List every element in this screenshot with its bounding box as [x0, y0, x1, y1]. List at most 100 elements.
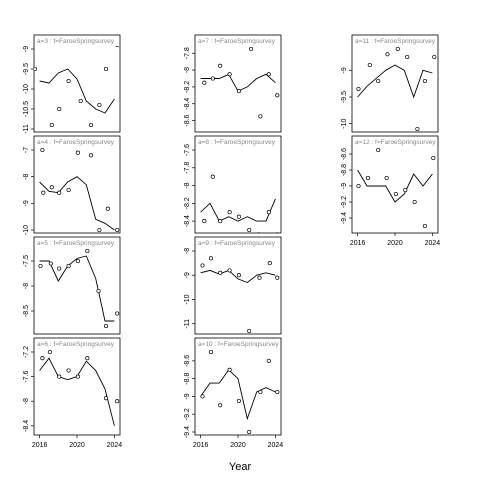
panel-strip-label: a=6 : f=FaroeSpringsurvey	[37, 341, 115, 348]
fitted-line	[200, 269, 276, 284]
panel-frame	[33, 135, 121, 234]
panel-strip-label: a=9 : f=FaroeSpringsurvey	[198, 240, 276, 247]
y-tick-label: -9	[23, 46, 30, 52]
observed-point	[40, 147, 45, 153]
observed-point	[266, 358, 271, 363]
observed-point	[275, 93, 280, 98]
observed-point	[405, 54, 410, 60]
observed-point	[66, 368, 71, 373]
observed-point	[266, 210, 271, 215]
observed-point	[115, 227, 120, 233]
y-tick-label: -7.8	[184, 47, 191, 59]
observed-point	[385, 52, 390, 57]
x-tick-label: 2024	[107, 442, 123, 449]
y-tick-label: -7.5	[23, 255, 30, 267]
x-tick-label: 2020	[387, 240, 403, 247]
observed-point	[236, 398, 241, 403]
observed-point	[227, 367, 232, 372]
observed-point	[236, 89, 241, 94]
observed-point	[227, 72, 232, 77]
observed-point	[412, 199, 417, 205]
panel-strip-label: a=7 : f=FaroeSpringsurvey	[198, 38, 276, 45]
panel-data-group	[200, 256, 280, 334]
y-tick-label: -9.4	[184, 426, 191, 438]
observed-point	[66, 187, 71, 193]
panel-strip-label: a=10 : f=FaroeSpringsurvey	[198, 341, 279, 348]
fitted-line	[39, 176, 115, 231]
observed-point	[38, 263, 43, 269]
y-tick-label: -8.4	[184, 215, 191, 227]
observed-point	[275, 232, 279, 233]
panel-data-group	[200, 46, 280, 119]
panel-7: a=9 : f=FaroeSpringsurvey -11 -10 -9 -8	[184, 236, 282, 335]
observed-point	[393, 191, 398, 197]
y-tick-label: -11	[23, 124, 30, 134]
panel-strip-label: a=3 : f=FaroeSpringsurvey	[37, 38, 115, 45]
y-tick-label: -8	[23, 283, 30, 289]
y-tick-label: -9.4	[341, 212, 348, 224]
observed-point	[376, 147, 381, 153]
observed-point	[210, 76, 215, 81]
y-tick-label: -8	[184, 248, 191, 254]
observed-point	[247, 328, 252, 334]
fitted-line	[39, 68, 115, 114]
y-tick-label: -9	[23, 200, 30, 206]
observed-point	[415, 126, 420, 132]
observed-point	[97, 440, 100, 443]
observed-point	[97, 102, 102, 108]
panel-frame	[33, 34, 121, 133]
y-tick-label: -8.6	[184, 114, 191, 126]
observed-point	[57, 374, 62, 379]
y-tick-label: -7.6	[184, 144, 191, 156]
panel-strip-label: a=5 : f=FaroeSpringsurvey	[37, 240, 115, 247]
observed-point	[258, 114, 263, 119]
observed-point	[218, 63, 223, 68]
y-tick-label: -8	[23, 398, 30, 404]
observed-point	[218, 270, 223, 275]
y-tick-label: -7.6	[23, 370, 30, 382]
panels-layer: a=3 : f=FaroeSpringsurvey -11 -10.5 -10 -9.5…	[23, 31, 440, 449]
observed-point	[431, 155, 436, 161]
observed-point	[57, 266, 62, 271]
observed-point	[356, 183, 361, 189]
observed-point	[247, 227, 252, 233]
observed-point	[42, 31, 45, 34]
y-tick-label: -8	[184, 67, 191, 73]
observed-point	[266, 72, 271, 77]
observed-point	[57, 190, 62, 195]
observed-point	[227, 210, 232, 215]
observed-point	[275, 389, 280, 395]
panel-data-group	[39, 349, 120, 443]
observed-point	[275, 275, 280, 280]
observed-point	[422, 223, 427, 229]
fitted-line	[200, 198, 276, 222]
x-tick-label: 2024	[268, 442, 284, 449]
observed-point	[66, 263, 71, 269]
observed-point	[395, 46, 400, 52]
observed-point	[200, 394, 205, 399]
panel-frame	[351, 135, 439, 234]
observed-point	[75, 374, 80, 379]
panel-data-group	[356, 147, 436, 229]
observed-point	[103, 66, 109, 72]
panel-frame	[194, 135, 282, 234]
observed-point	[49, 122, 54, 128]
fitted-line	[200, 369, 276, 421]
observed-point	[105, 206, 110, 211]
y-tick-label: -10	[23, 84, 30, 94]
observed-point	[47, 349, 52, 355]
panel-strip-label: a=8 : f=FaroeSpringsurvey	[198, 139, 276, 146]
observed-point	[376, 78, 381, 84]
panel-frame	[33, 337, 121, 436]
panel-5: a=7 : f=FaroeSpringsurvey -8.6 -8.4 -8.2 -8 -…	[184, 34, 282, 133]
y-tick-label: -7.8	[184, 162, 191, 174]
observed-point	[247, 429, 252, 435]
observed-point	[236, 214, 241, 219]
y-tick-label: -9	[341, 67, 348, 73]
y-tick-label: -9	[184, 272, 191, 278]
observed-point	[367, 62, 372, 68]
x-axis-title: Year	[229, 461, 252, 473]
observed-point	[115, 311, 120, 316]
panel-3: a=5 : f=FaroeSpringsurvey -8.5 -8 -7.5	[23, 236, 121, 335]
